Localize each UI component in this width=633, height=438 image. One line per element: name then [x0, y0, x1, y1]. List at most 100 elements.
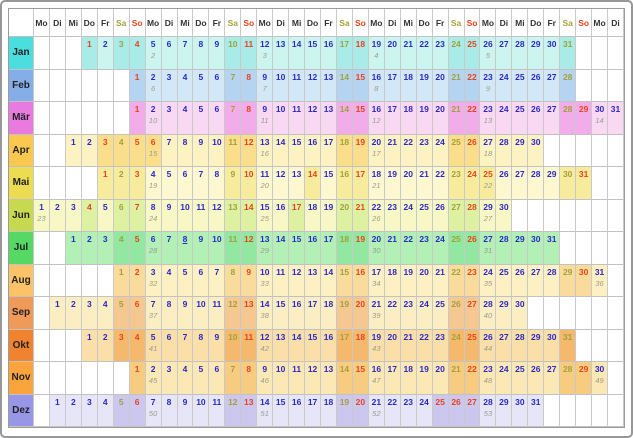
day-cell-aug-15[interactable]: 15 [336, 264, 353, 297]
day-cell-nov-8[interactable]: 8 [241, 362, 258, 395]
day-cell-mai-1[interactable]: 1 [97, 167, 114, 200]
day-cell-jul-15[interactable]: 15 [289, 232, 306, 265]
day-cell-jul-11[interactable]: 11 [225, 232, 242, 265]
day-cell-mär-21[interactable]: 21 [448, 102, 465, 135]
day-cell-jun-15[interactable]: 15 25 [257, 199, 274, 232]
day-cell-mai-24[interactable]: 24 [464, 167, 481, 200]
day-cell-mai-29[interactable]: 29 [544, 167, 561, 200]
day-cell-mai-7[interactable]: 7 [193, 167, 210, 200]
day-cell-aug-11[interactable]: 11 [273, 264, 290, 297]
day-cell-apr-13[interactable]: 13 16 [257, 134, 274, 167]
day-cell-sep-23[interactable]: 23 [400, 297, 417, 330]
day-cell-dez-7[interactable]: 7 50 [145, 394, 162, 427]
day-cell-sep-27[interactable]: 27 [464, 297, 481, 330]
day-cell-aug-2[interactable]: 2 [129, 264, 146, 297]
day-cell-okt-12[interactable]: 12 42 [257, 329, 274, 362]
day-cell-aug-13[interactable]: 13 [305, 264, 322, 297]
day-cell-apr-18[interactable]: 18 [336, 134, 353, 167]
day-cell-okt-26[interactable]: 26 44 [480, 329, 497, 362]
day-cell-apr-11[interactable]: 11 [225, 134, 242, 167]
day-cell-jun-9[interactable]: 9 [161, 199, 178, 232]
day-cell-jul-8[interactable]: 8 [177, 232, 194, 265]
day-cell-aug-18[interactable]: 18 [384, 264, 401, 297]
day-cell-okt-28[interactable]: 28 [512, 329, 529, 362]
day-cell-jan-26[interactable]: 26 5 [480, 37, 497, 70]
day-cell-nov-15[interactable]: 15 [352, 362, 369, 395]
day-cell-mär-3[interactable]: 3 [161, 102, 178, 135]
day-cell-mai-25[interactable]: 25 22 [480, 167, 497, 200]
day-cell-feb-26[interactable]: 26 [528, 69, 545, 102]
day-cell-apr-10[interactable]: 10 [209, 134, 226, 167]
day-cell-sep-29[interactable]: 29 [496, 297, 513, 330]
day-cell-nov-17[interactable]: 17 [384, 362, 401, 395]
day-cell-dez-29[interactable]: 29 [496, 394, 513, 427]
day-cell-jan-7[interactable]: 7 [177, 37, 194, 70]
day-cell-feb-13[interactable]: 13 [321, 69, 337, 102]
day-cell-mai-22[interactable]: 22 [432, 167, 449, 200]
day-cell-apr-29[interactable]: 29 [512, 134, 529, 167]
day-cell-jun-6[interactable]: 6 [113, 199, 130, 232]
day-cell-okt-18[interactable]: 18 [352, 329, 369, 362]
day-cell-nov-11[interactable]: 11 [289, 362, 306, 395]
day-cell-dez-10[interactable]: 10 [193, 394, 210, 427]
day-cell-apr-19[interactable]: 19 [352, 134, 369, 167]
day-cell-mär-28[interactable]: 28 [560, 102, 577, 135]
day-cell-dez-20[interactable]: 20 [352, 394, 369, 427]
day-cell-mai-4[interactable]: 4 19 [145, 167, 162, 200]
day-cell-mär-27[interactable]: 27 [544, 102, 561, 135]
day-cell-jun-5[interactable]: 5 [97, 199, 114, 232]
day-cell-okt-14[interactable]: 14 [289, 329, 306, 362]
day-cell-jul-17[interactable]: 17 [321, 232, 337, 265]
day-cell-okt-21[interactable]: 21 [400, 329, 417, 362]
day-cell-jan-12[interactable]: 12 3 [257, 37, 274, 70]
day-cell-aug-29[interactable]: 29 [560, 264, 577, 297]
day-cell-dez-18[interactable]: 18 [321, 394, 337, 427]
day-cell-feb-6[interactable]: 6 [209, 69, 226, 102]
day-cell-mai-26[interactable]: 26 [496, 167, 513, 200]
day-cell-mär-20[interactable]: 20 [432, 102, 449, 135]
day-cell-dez-8[interactable]: 8 [161, 394, 178, 427]
day-cell-dez-23[interactable]: 23 [400, 394, 417, 427]
day-cell-mai-5[interactable]: 5 [161, 167, 178, 200]
day-cell-jan-14[interactable]: 14 [289, 37, 306, 70]
day-cell-mai-13[interactable]: 13 [289, 167, 306, 200]
day-cell-nov-29[interactable]: 29 [576, 362, 593, 395]
day-cell-feb-11[interactable]: 11 [289, 69, 306, 102]
day-cell-nov-5[interactable]: 5 [193, 362, 210, 395]
day-cell-jun-1[interactable]: 1 23 [34, 199, 50, 232]
day-cell-mär-22[interactable]: 22 [464, 102, 481, 135]
day-cell-aug-17[interactable]: 17 34 [368, 264, 385, 297]
day-cell-nov-30[interactable]: 30 49 [592, 362, 609, 395]
day-cell-apr-21[interactable]: 21 [384, 134, 401, 167]
day-cell-okt-4[interactable]: 4 [129, 329, 146, 362]
day-cell-okt-20[interactable]: 20 [384, 329, 401, 362]
day-cell-aug-23[interactable]: 23 [464, 264, 481, 297]
day-cell-sep-17[interactable]: 17 [305, 297, 322, 330]
day-cell-mär-23[interactable]: 23 13 [480, 102, 497, 135]
day-cell-dez-5[interactable]: 5 [113, 394, 130, 427]
day-cell-sep-12[interactable]: 12 [225, 297, 242, 330]
day-cell-mär-12[interactable]: 12 [305, 102, 322, 135]
day-cell-mär-10[interactable]: 10 [273, 102, 290, 135]
day-cell-mär-31[interactable]: 31 [608, 102, 624, 135]
day-cell-jun-24[interactable]: 24 [400, 199, 417, 232]
day-cell-jun-12[interactable]: 12 [209, 199, 226, 232]
day-cell-nov-19[interactable]: 19 [416, 362, 433, 395]
day-cell-jan-1[interactable]: 1 [81, 37, 98, 70]
day-cell-mär-11[interactable]: 11 [289, 102, 306, 135]
day-cell-feb-16[interactable]: 16 8 [368, 69, 385, 102]
day-cell-jan-17[interactable]: 17 [336, 37, 353, 70]
day-cell-feb-1[interactable]: 1 [129, 69, 146, 102]
day-cell-okt-1[interactable]: 1 [81, 329, 98, 362]
day-cell-nov-2[interactable]: 2 45 [145, 362, 162, 395]
day-cell-nov-10[interactable]: 10 [273, 362, 290, 395]
day-cell-jul-31[interactable]: 31 [544, 232, 561, 265]
day-cell-jun-23[interactable]: 23 [384, 199, 401, 232]
day-cell-sep-4[interactable]: 4 [97, 297, 114, 330]
day-cell-apr-1[interactable]: 1 [65, 134, 82, 167]
day-cell-sep-25[interactable]: 25 [432, 297, 449, 330]
day-cell-feb-17[interactable]: 17 [384, 69, 401, 102]
day-cell-mär-16[interactable]: 16 12 [368, 102, 385, 135]
day-cell-mär-29[interactable]: 29 [576, 102, 593, 135]
day-cell-sep-3[interactable]: 3 [81, 297, 98, 330]
